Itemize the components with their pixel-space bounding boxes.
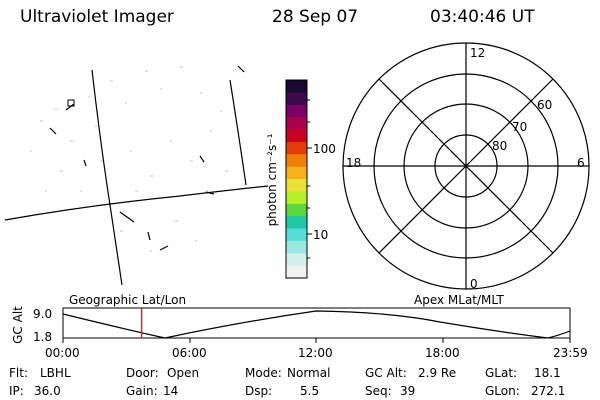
timeline-ytick-9: 9.0 xyxy=(33,307,53,321)
colorbar-tick-100: 100 xyxy=(313,142,336,156)
colorbar-band xyxy=(286,228,307,242)
timeline-ytick-1-8: 1.8 xyxy=(33,330,53,344)
colorbar-band xyxy=(286,240,307,254)
status-flt-value: LBHL xyxy=(40,366,71,380)
mlat-label-80: 80 xyxy=(492,139,508,153)
colorbar-band xyxy=(286,203,307,217)
colorbar-band xyxy=(286,129,307,143)
colorbar-gradient xyxy=(286,80,307,279)
status-gain-value: 14 xyxy=(163,384,179,398)
colorbar-band xyxy=(286,117,307,131)
mlt-label-0: 0 xyxy=(470,277,478,291)
mlt-label-18: 18 xyxy=(346,156,362,170)
mlat-label-70: 70 xyxy=(512,120,528,134)
status-glon-value: 272.1 xyxy=(531,384,566,398)
colorbar-tick-10: 10 xyxy=(313,228,329,242)
status-gcalt-key: GC Alt: xyxy=(365,366,407,380)
status-gcalt-value: 2.9 Re xyxy=(418,366,457,380)
mlt-label-12: 12 xyxy=(470,46,486,60)
status-door-key: Door: xyxy=(126,366,159,380)
mlt-label-6: 6 xyxy=(577,156,585,170)
timeline-xtick-0000: 00:00 xyxy=(45,346,80,360)
status-dsp-value: 5.5 xyxy=(300,384,320,398)
observation-time: 03:40:46 UT xyxy=(430,7,535,27)
timeline-frame xyxy=(62,307,571,339)
status-dsp-key: Dsp: xyxy=(245,384,273,398)
timeline-xtick-1200: 12:00 xyxy=(298,346,333,360)
status-glat-value: 18.1 xyxy=(534,366,561,380)
status-flt-key: Flt: xyxy=(9,366,28,380)
timeline-left-label: Geographic Lat/Lon xyxy=(69,293,187,307)
status-door-value: Open xyxy=(167,366,200,380)
colorbar-band xyxy=(286,265,307,279)
status-gain-key: Gain: xyxy=(126,384,158,398)
timeline-tick-marks xyxy=(62,338,571,343)
status-mode-value: Normal xyxy=(287,366,331,380)
colorbar-band xyxy=(286,191,307,205)
instrument-title: Ultraviolet Imager xyxy=(20,7,174,27)
timeline-xtick-1800: 18:00 xyxy=(425,346,460,360)
colorbar-band xyxy=(286,154,307,168)
status-seq-value: 39 xyxy=(400,384,416,398)
auroral-speckle xyxy=(30,66,228,252)
colorbar-band xyxy=(286,179,307,192)
colorbar-tick-marks xyxy=(307,99,312,259)
polar-diagonal-b xyxy=(378,78,554,254)
mlat-label-60: 60 xyxy=(537,98,553,112)
colorbar-frame xyxy=(285,79,308,279)
timeline-xtick-2359: 23:59 xyxy=(553,346,588,360)
status-glon-key: GLon: xyxy=(485,384,520,398)
colorbar-band xyxy=(286,104,307,118)
status-ip-value: 36.0 xyxy=(34,384,61,398)
altitude-curve xyxy=(62,310,571,339)
timeline-right-label: Apex MLat/MLT xyxy=(414,293,504,307)
status-mode-key: Mode: xyxy=(245,366,282,380)
status-glat-key: GLat: xyxy=(485,366,518,380)
colorbar-band xyxy=(286,216,307,230)
colorbar-band xyxy=(286,253,307,267)
status-ip-key: IP: xyxy=(9,384,24,398)
colorbar-band xyxy=(286,141,307,155)
status-seq-key: Seq: xyxy=(365,384,392,398)
site-marker xyxy=(67,99,75,107)
observation-date: 28 Sep 07 xyxy=(272,7,359,27)
colorbar-band xyxy=(286,166,307,180)
lat-lon-grid-lines xyxy=(4,65,269,286)
colorbar-band xyxy=(286,80,307,93)
colorbar-band xyxy=(286,92,307,106)
timeline-xtick-0600: 06:00 xyxy=(172,346,207,360)
